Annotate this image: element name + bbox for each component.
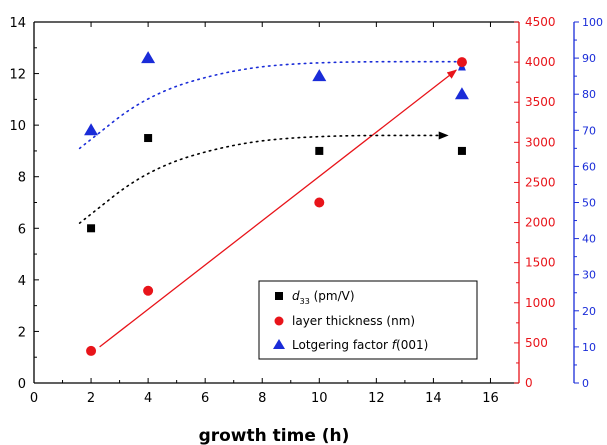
d33-trend-curve [78,131,449,224]
data-points [84,51,469,356]
left-tick-label: 6 [18,222,26,237]
red-tick-label: 4000 [525,55,556,69]
red-tick-label: 0 [525,376,533,390]
d33-point [144,134,153,143]
x-tick-label: 6 [201,391,209,406]
lotgering-point [312,69,327,82]
left-tick-label: 8 [18,171,26,186]
legend-marker-square [275,292,283,300]
red-tick-label: 2500 [525,175,556,189]
trend-lines [78,57,463,348]
left-tick-label: 0 [18,377,26,392]
red-tick-label: 3000 [525,135,556,149]
blue-tick-label: 60 [582,160,596,173]
thickness-point [314,197,325,208]
blue-tick-label: 20 [582,305,596,318]
x-tick-label: 16 [482,391,499,406]
left-tick-label: 12 [9,68,26,83]
blue-tick-label: 70 [582,124,596,137]
lotgering-point [84,123,99,136]
red-tick-label: 4500 [525,15,556,29]
lotgering-point [454,87,469,100]
blue-tick-label: 40 [582,233,596,246]
blue-tick-label: 10 [582,341,596,354]
x-tick-label: 4 [144,391,152,406]
x-axis-title: growth time (h) [199,426,350,445]
blue-tick-label: 80 [582,88,596,101]
blue-tick-label: 0 [582,377,589,390]
x-tick-label: 8 [258,391,266,406]
red-tick-label: 500 [525,336,548,350]
lotgering-point [141,51,156,64]
left-tick-label: 10 [9,119,26,134]
x-tick-label: 12 [368,391,385,406]
legend-label-lotgering: Lotgering factor f(001) [292,338,428,352]
left-tick-label: 14 [9,16,26,31]
x-tick-label: 14 [425,391,442,406]
red-tick-label: 1000 [525,296,556,310]
red-tick-label: 3500 [525,95,556,109]
left-tick-label: 4 [18,274,26,289]
legend-label-thickness: layer thickness (nm) [292,314,415,328]
left-tick-label: 2 [18,325,26,340]
x-tick-label: 2 [87,391,95,406]
x-tick-label: 10 [311,391,328,406]
thickness-trend-arrow [99,69,458,348]
d33-point [315,146,324,155]
thickness-point [456,57,467,68]
red-tick-label: 2000 [525,216,556,230]
thickness-point [86,345,97,356]
blue-tick-label: 100 [582,16,603,29]
thickness-point [143,285,154,296]
legend-label-d33: d33 (pm/V) [292,289,355,306]
blue-tick-label: 30 [582,269,596,282]
red-tick-label: 1500 [525,256,556,270]
lotgering-trend-curve [78,57,463,150]
blue-tick-label: 90 [582,52,596,65]
d33-point [87,224,96,233]
legend-marker-triangle [273,339,285,349]
legend-marker-circle [274,316,284,326]
axis-ticks: 0 2 4 6 8 10 12 14 16024681012140500100015002000… [9,15,603,406]
legend-box [258,280,478,360]
d33-point [457,146,466,155]
legend: d33 (pm/V) layer thickness (nm) Lotgerin… [258,280,478,360]
x-tick-label: 0 [30,391,38,406]
blue-tick-label: 50 [582,197,596,210]
